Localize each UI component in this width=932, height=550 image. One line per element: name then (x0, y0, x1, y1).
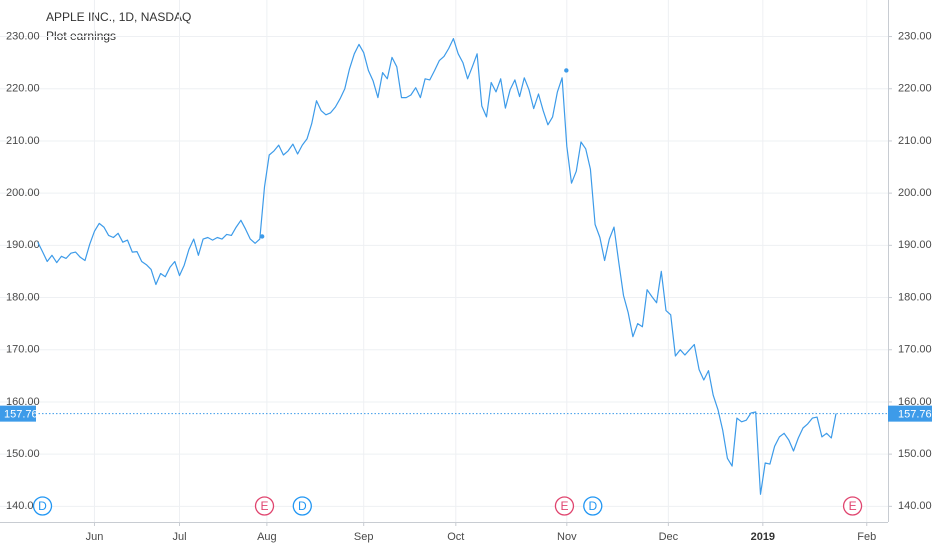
x-tick-label: Feb (857, 531, 876, 543)
last-price-label-left: 157.76 (4, 409, 38, 421)
last-price-label-right: 157.76 (898, 409, 932, 421)
y-tick-label: 200.00 (6, 187, 40, 199)
earnings-point (259, 234, 265, 239)
y-tick-label-right: 190.00 (898, 239, 932, 251)
y-tick-label-right: 230.00 (898, 30, 932, 42)
event-marker (842, 496, 863, 516)
y-tick-label-right: 200.00 (898, 187, 932, 199)
chart-title: APPLE INC., 1D, NASDAQ (46, 10, 191, 24)
y-tick-label-right: 160.00 (898, 396, 932, 408)
x-tick-label: Jun (86, 531, 104, 543)
event-label: D (588, 499, 597, 513)
x-tick-label: Nov (557, 531, 577, 543)
event-label: E (261, 499, 269, 513)
event-marker (554, 496, 575, 516)
price-line (37, 38, 837, 495)
earnings-point (564, 68, 569, 73)
x-tick-label: Dec (659, 531, 679, 543)
event-marker (583, 496, 603, 516)
event-label: E (560, 499, 568, 513)
grid (0, 0, 888, 522)
y-tick-label: 220.00 (6, 83, 40, 95)
last-price-box-right (888, 405, 932, 422)
y-tick-label-right: 210.00 (898, 135, 932, 147)
y-tick-label-right: 180.00 (898, 291, 932, 303)
y-tick-label: 140.00 (6, 500, 40, 512)
y-tick-label-right: 170.00 (898, 344, 932, 356)
y-tick-label: 180.00 (6, 291, 40, 303)
x-tick-label: Oct (447, 531, 464, 543)
y-tick-label-right: 220.00 (898, 83, 932, 95)
event-marker (32, 496, 53, 516)
y-tick-label: 230.00 (6, 30, 40, 42)
x-tick-label: Jul (172, 531, 186, 543)
event-marker (254, 496, 275, 516)
event-label: D (38, 499, 47, 513)
y-tick-label: 160.00 (6, 396, 40, 408)
y-tick-label: 170.00 (6, 344, 40, 356)
x-tick-label: Aug (257, 531, 277, 543)
x-tick-label: 2019 (751, 531, 775, 543)
y-tick-label-right: 150.00 (898, 448, 932, 460)
last-price-box-left (0, 405, 36, 422)
x-tick-label: Sep (354, 531, 374, 543)
event-label: E (849, 499, 857, 513)
y-tick-label: 190.00 (6, 239, 40, 251)
event-label: D (298, 499, 307, 513)
y-tick-label-right: 140.00 (898, 500, 932, 512)
y-tick-label: 150.00 (6, 448, 40, 460)
y-tick-label: 210.00 (6, 135, 40, 147)
event-marker (292, 496, 312, 516)
